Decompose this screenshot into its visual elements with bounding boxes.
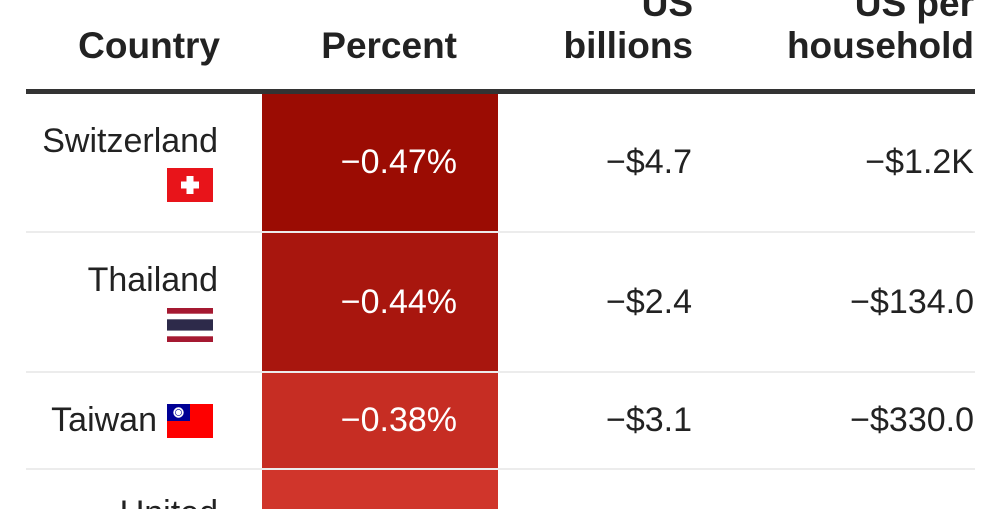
percent-value: −0.38%	[340, 401, 457, 439]
percent-cell-bg	[262, 372, 498, 469]
percent-cell-bg	[262, 94, 498, 232]
header-rule	[26, 89, 975, 94]
header-country: Country	[78, 25, 220, 67]
header-percent: Percent	[321, 25, 457, 67]
header-us-billions-line1: US	[641, 0, 693, 24]
taiwan-flag-icon	[167, 404, 213, 438]
header-country-label: Country	[78, 25, 220, 66]
percent-value: −0.47%	[340, 143, 457, 181]
row-divider	[26, 468, 975, 470]
switzerland-flag-icon	[167, 168, 213, 202]
header-us-per-household-line2: household	[786, 25, 974, 66]
row-divider	[26, 371, 975, 373]
us-per-household-value: −$134.0	[850, 283, 974, 321]
thailand-flag-icon	[167, 308, 213, 342]
country-name: Taiwan	[51, 401, 157, 439]
header-us-billions-line2: billions	[563, 25, 694, 66]
header-us-per-household: US per household	[787, 0, 974, 67]
country-name: United	[120, 494, 218, 509]
us-per-household-value: −$330.0	[850, 401, 974, 439]
country-name: Switzerland	[42, 122, 218, 160]
us-billions-value: −$2.4	[605, 283, 692, 321]
percent-value: −0.44%	[340, 283, 457, 321]
header-us-billions: US billions	[564, 0, 694, 67]
percent-cell-bg	[262, 232, 498, 372]
country-name: Thailand	[87, 261, 218, 299]
header-us-per-household-line1: US per	[854, 0, 974, 24]
us-billions-value: −$4.7	[605, 143, 692, 181]
us-per-household-value: −$1.2K	[865, 143, 974, 181]
us-billions-value: −$3.1	[605, 401, 692, 439]
percent-cell-bg	[262, 469, 498, 509]
row-divider	[26, 231, 975, 233]
header-percent-label: Percent	[321, 25, 457, 66]
